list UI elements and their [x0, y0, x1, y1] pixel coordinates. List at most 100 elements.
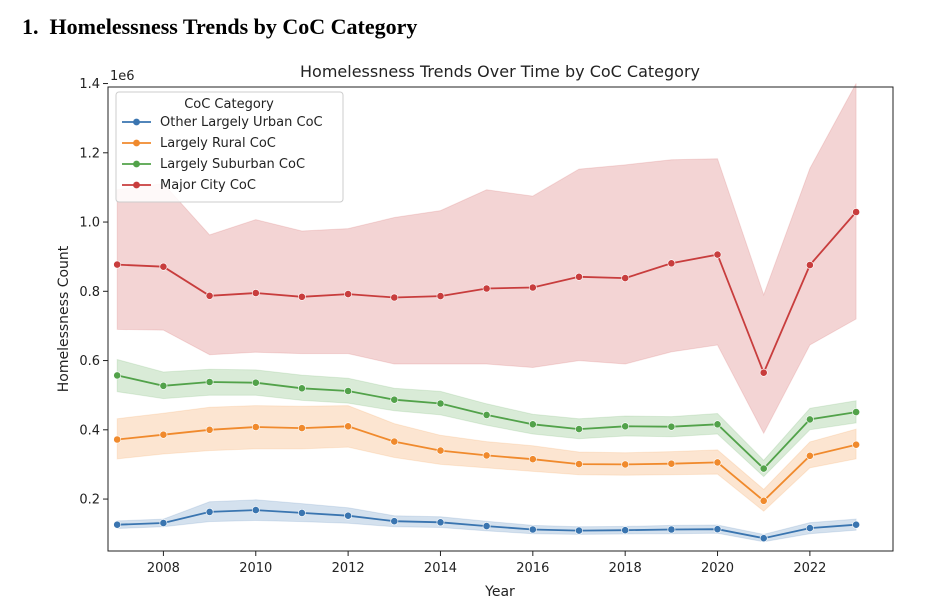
point-major-city-coc-2012: [344, 290, 352, 298]
point-largely-suburban-coc-2018: [621, 422, 630, 431]
legend-label-largely-suburban-coc: Largely Suburban CoC: [160, 157, 305, 172]
x-tick-label-2022: 2022: [793, 561, 826, 576]
point-largely-rural-coc-2017: [575, 460, 583, 468]
point-other-largely-urban-coc-2019: [667, 525, 676, 534]
y-tick-label-0.4: 0.4: [79, 423, 100, 438]
legend-marker-major-city-coc: [133, 181, 140, 189]
point-major-city-coc-2018: [621, 274, 630, 282]
point-largely-rural-coc-2008: [159, 430, 168, 439]
point-largely-rural-coc-2012: [344, 422, 352, 431]
point-largely-suburban-coc-2021: [759, 464, 768, 473]
y-tick-label-0.6: 0.6: [79, 354, 100, 369]
x-tick-label-2014: 2014: [424, 561, 457, 576]
point-other-largely-urban-coc-2008: [159, 519, 168, 527]
band-major-city-coc: [116, 83, 857, 435]
section-heading: 1. Homelessness Trends by CoC Category: [22, 14, 417, 40]
point-largely-rural-coc-2011: [297, 424, 306, 432]
section-title: Homelessness Trends by CoC Category: [49, 14, 418, 39]
legend-box: [115, 91, 344, 203]
y-tick-label-1.0: 1.0: [79, 216, 100, 231]
point-other-largely-urban-coc-2012: [344, 511, 352, 520]
legend-marker-largely-rural-coc: [133, 139, 140, 147]
point-major-city-coc-2008: [159, 262, 168, 271]
point-major-city-coc-2020: [713, 250, 722, 259]
point-major-city-coc-2007: [113, 260, 122, 269]
point-major-city-coc-2022: [806, 261, 814, 269]
x-tick-label-2016: 2016: [516, 561, 549, 576]
point-major-city-coc-2011: [297, 292, 306, 301]
point-major-city-coc-2015: [482, 284, 491, 293]
legend-marker-other-largely-urban-coc: [133, 118, 140, 126]
point-other-largely-urban-coc-2016: [528, 525, 537, 534]
point-major-city-coc-2014: [436, 292, 445, 300]
point-largely-rural-coc-2019: [667, 459, 676, 468]
point-other-largely-urban-coc-2007: [113, 520, 122, 529]
x-axis-ticks: 2008 2010 2012 2014 2016 2018 2020 2022: [147, 551, 826, 576]
point-other-largely-urban-coc-2018: [621, 526, 630, 535]
point-other-largely-urban-coc-2015: [482, 522, 491, 530]
point-largely-suburban-coc-2017: [575, 425, 583, 433]
point-other-largely-urban-coc-2010: [251, 506, 260, 514]
point-largely-rural-coc-2022: [806, 451, 814, 460]
y-tick-label-0.8: 0.8: [79, 285, 100, 300]
legend-label-largely-rural-coc: Largely Rural CoC: [160, 136, 276, 151]
legend-marker-largely-suburban-coc: [133, 160, 140, 168]
point-other-largely-urban-coc-2022: [806, 524, 814, 532]
point-major-city-coc-2019: [667, 259, 676, 268]
x-axis-label: Year: [484, 584, 515, 600]
point-major-city-coc-2009: [205, 291, 214, 300]
point-largely-suburban-coc-2016: [528, 420, 537, 429]
x-tick-label-2020: 2020: [701, 561, 734, 576]
point-largely-suburban-coc-2014: [436, 399, 445, 408]
point-largely-suburban-coc-2023: [852, 408, 860, 416]
point-largely-rural-coc-2009: [205, 425, 214, 434]
y-tick-label-1.2: 1.2: [79, 146, 100, 161]
x-tick-label-2012: 2012: [332, 561, 365, 576]
point-other-largely-urban-coc-2017: [575, 526, 583, 535]
point-other-largely-urban-coc-2014: [436, 518, 445, 527]
chart-title: Homelessness Trends Over Time by CoC Cat…: [300, 62, 700, 81]
point-largely-suburban-coc-2013: [390, 395, 399, 404]
point-other-largely-urban-coc-2021: [759, 534, 768, 543]
y-tick-label-0.2: 0.2: [79, 493, 100, 508]
point-largely-suburban-coc-2015: [482, 410, 491, 419]
point-largely-rural-coc-2013: [390, 437, 399, 446]
point-largely-rural-coc-2016: [528, 455, 537, 464]
point-other-largely-urban-coc-2011: [297, 509, 306, 517]
point-largely-suburban-coc-2010: [251, 378, 260, 387]
point-other-largely-urban-coc-2013: [390, 517, 399, 526]
x-tick-label-2010: 2010: [239, 561, 272, 576]
point-major-city-coc-2021: [759, 368, 768, 377]
y-axis-ticks: 0.2 0.4 0.6 0.8 1.0 1.2 1.4: [79, 77, 108, 508]
point-largely-rural-coc-2010: [251, 423, 260, 431]
y-axis-label: Homelessness Count: [56, 245, 72, 392]
point-largely-suburban-coc-2008: [159, 381, 168, 390]
y-tick-label-1.4: 1.4: [79, 77, 100, 92]
legend: CoC Category Other Largely Urban CoC Larg…: [115, 91, 344, 203]
point-other-largely-urban-coc-2023: [852, 520, 860, 529]
x-tick-label-2018: 2018: [609, 561, 642, 576]
point-other-largely-urban-coc-2009: [205, 507, 214, 516]
point-major-city-coc-2017: [575, 272, 583, 281]
point-largely-suburban-coc-2011: [297, 384, 306, 393]
y-scale-label: 1e6: [110, 69, 135, 84]
plot-frame: [107, 86, 894, 552]
point-largely-suburban-coc-2022: [806, 415, 814, 424]
point-largely-rural-coc-2014: [436, 446, 445, 455]
legend-label-major-city-coc: Major City CoC: [160, 178, 256, 193]
point-largely-rural-coc-2023: [852, 440, 860, 449]
point-largely-rural-coc-2018: [621, 460, 630, 469]
series-markers: [113, 208, 860, 543]
point-largely-suburban-coc-2019: [667, 422, 676, 431]
point-major-city-coc-2016: [528, 283, 537, 292]
point-major-city-coc-2013: [390, 293, 399, 302]
legend-label-other-largely-urban-coc: Other Largely Urban CoC: [160, 115, 323, 130]
point-largely-rural-coc-2007: [113, 435, 122, 444]
point-largely-suburban-coc-2007: [113, 371, 122, 380]
x-tick-label-2008: 2008: [147, 561, 180, 576]
point-largely-suburban-coc-2012: [344, 387, 352, 395]
section-number: 1.: [22, 14, 39, 39]
point-major-city-coc-2010: [251, 289, 260, 297]
legend-title: CoC Category: [184, 97, 274, 112]
